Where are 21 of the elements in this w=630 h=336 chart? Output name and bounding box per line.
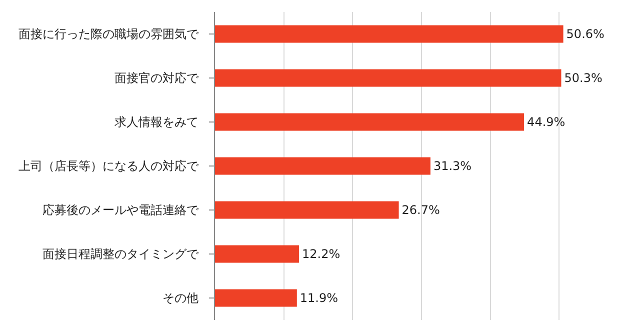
bar	[215, 69, 562, 87]
data-label: 31.3%	[433, 159, 472, 173]
bar	[215, 245, 299, 263]
y-tick-label: 面接に行った際の職場の雰囲気で	[18, 27, 200, 42]
data-label: 50.3%	[564, 71, 602, 85]
bar	[215, 201, 399, 219]
y-tick-label: 面接日程調整のタイミングで	[42, 247, 200, 262]
bar	[215, 157, 430, 175]
bar	[215, 25, 564, 43]
data-label: 44.9%	[527, 115, 566, 129]
data-label: 50.6%	[566, 27, 604, 41]
data-label: 26.7%	[402, 203, 440, 217]
y-tick-label: 上司（店長等）になる人の対応で	[18, 159, 200, 174]
bar	[215, 113, 524, 131]
bar	[215, 289, 297, 307]
y-tick-label: 応募後のメールや電話連絡で	[42, 203, 200, 218]
y-tick-label: 求人情報をみて	[114, 115, 199, 130]
y-tick-label: その他	[162, 291, 199, 306]
data-label: 12.2%	[302, 247, 340, 261]
y-tick-label: 面接官の対応で	[114, 71, 200, 86]
data-label: 11.9%	[300, 291, 338, 305]
